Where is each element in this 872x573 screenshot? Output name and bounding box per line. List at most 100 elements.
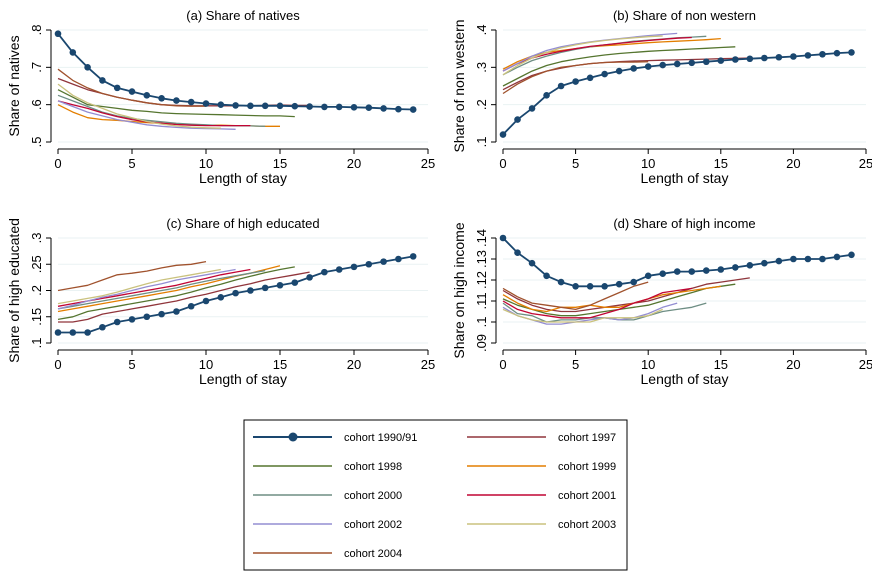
- y-tick-label: .14: [474, 229, 489, 247]
- y-tick-label: .12: [474, 271, 489, 289]
- data-point: [732, 264, 739, 271]
- data-point: [572, 283, 579, 290]
- y-axis-label: Share on high income: [451, 222, 467, 358]
- legend-label: cohort 2000: [344, 490, 402, 502]
- data-point: [732, 56, 739, 63]
- data-point: [746, 262, 754, 269]
- y-tick-label: .15: [29, 308, 44, 326]
- y-tick-label: .3: [474, 62, 489, 73]
- data-point: [291, 279, 299, 286]
- legend-label: cohort 1998: [344, 461, 402, 473]
- data-point: [187, 98, 195, 106]
- y-tick-label: .09: [474, 334, 489, 352]
- x-tick-label: 25: [421, 156, 435, 171]
- x-tick-label: 25: [421, 357, 435, 372]
- data-point: [790, 255, 797, 263]
- x-axis-label: Length of stay: [199, 170, 287, 186]
- legend-label: cohort 2003: [558, 519, 616, 531]
- data-point: [261, 102, 269, 110]
- data-point: [128, 316, 136, 323]
- data-point: [335, 266, 343, 273]
- data-point: [702, 267, 710, 274]
- data-point: [321, 103, 328, 111]
- legend-item: cohort 2002: [253, 519, 402, 531]
- data-point: [54, 30, 62, 38]
- data-point: [217, 101, 225, 108]
- legend-item: cohort 1999: [467, 461, 616, 473]
- data-point: [615, 67, 623, 75]
- y-tick-label: .5: [29, 137, 44, 148]
- data-point: [761, 54, 768, 62]
- legend-item: cohort 2001: [467, 490, 616, 502]
- data-point: [528, 259, 536, 267]
- data-point: [586, 283, 594, 290]
- x-tick-label: 10: [641, 357, 655, 372]
- data-point: [54, 329, 62, 336]
- data-point: [702, 58, 710, 66]
- data-point: [514, 116, 521, 123]
- data-point: [790, 53, 797, 60]
- data-point: [644, 63, 652, 70]
- data-point: [804, 255, 812, 263]
- data-point: [688, 268, 696, 275]
- data-point: [291, 102, 299, 110]
- data-point: [673, 268, 681, 275]
- x-tick-label: 10: [199, 357, 213, 372]
- data-point: [350, 103, 358, 111]
- data-point: [99, 77, 106, 84]
- data-point: [99, 323, 106, 331]
- legend-item: cohort 2000: [253, 490, 402, 502]
- data-point: [84, 329, 91, 336]
- series-line-cohort-1990-91: [502, 237, 852, 288]
- y-tick-label: .8: [29, 25, 44, 36]
- data-point: [232, 289, 239, 297]
- x-tick-label: 15: [714, 357, 728, 372]
- series-line-cohort-1999: [502, 285, 721, 313]
- series-line-cohort-2001: [502, 287, 692, 319]
- data-point: [173, 308, 180, 315]
- data-point: [586, 74, 594, 82]
- data-point: [335, 103, 343, 111]
- data-point: [644, 272, 652, 280]
- y-tick-label: .4: [474, 25, 489, 36]
- x-tick-label: 0: [54, 357, 61, 372]
- data-point: [804, 52, 812, 59]
- series-line-cohort-1999: [502, 37, 721, 70]
- chart-title: (c) Share of high educated: [166, 216, 319, 231]
- x-tick-label: 5: [572, 357, 579, 372]
- x-tick-label: 5: [128, 357, 135, 372]
- series-line-cohort-2003: [57, 83, 221, 129]
- series-line-cohort-2003: [502, 35, 663, 76]
- chart-title: (d) Share of high income: [613, 216, 755, 231]
- data-point: [543, 92, 550, 99]
- data-point: [746, 55, 754, 63]
- data-point: [528, 105, 536, 112]
- legend-item: cohort 1998: [253, 461, 402, 473]
- x-tick-label: 25: [859, 357, 872, 372]
- x-tick-label: 20: [786, 357, 800, 372]
- x-tick-label: 5: [128, 156, 135, 171]
- x-tick-label: 10: [641, 156, 655, 171]
- x-tick-label: 15: [273, 357, 287, 372]
- series-line-cohort-2004: [57, 68, 206, 107]
- legend-label: cohort 2004: [344, 548, 402, 560]
- data-point: [819, 255, 826, 263]
- data-point: [143, 313, 151, 321]
- legend-label: cohort 2002: [344, 519, 402, 531]
- y-axis-label: Share of natives: [6, 35, 22, 136]
- data-point: [601, 70, 608, 78]
- data-point: [819, 50, 826, 58]
- data-point: [113, 318, 121, 326]
- legend-item: cohort 2004: [253, 548, 402, 560]
- data-point: [601, 283, 608, 290]
- chart-panel-4: 0 5 10 15 20 25 .09 .1 .11 .12 .13 .14 (d) Share of …: [451, 216, 872, 387]
- y-tick-label: .2: [29, 285, 44, 296]
- data-point: [848, 49, 855, 56]
- data-point: [247, 102, 254, 110]
- x-tick-label: 15: [714, 156, 728, 171]
- data-point: [143, 92, 151, 99]
- data-point: [380, 258, 387, 265]
- series-line-cohort-2004: [502, 281, 649, 311]
- x-tick-label: 0: [54, 156, 61, 171]
- series-line-cohort-2002: [57, 268, 236, 310]
